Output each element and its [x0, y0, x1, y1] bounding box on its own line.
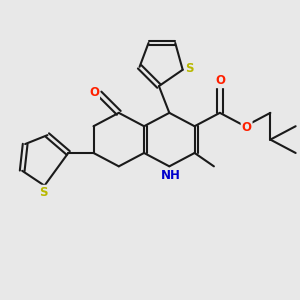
Text: NH: NH	[161, 169, 181, 182]
Text: S: S	[185, 62, 194, 75]
Text: O: O	[242, 121, 252, 134]
Text: O: O	[89, 85, 99, 98]
Text: S: S	[39, 186, 48, 199]
Text: O: O	[215, 74, 225, 87]
